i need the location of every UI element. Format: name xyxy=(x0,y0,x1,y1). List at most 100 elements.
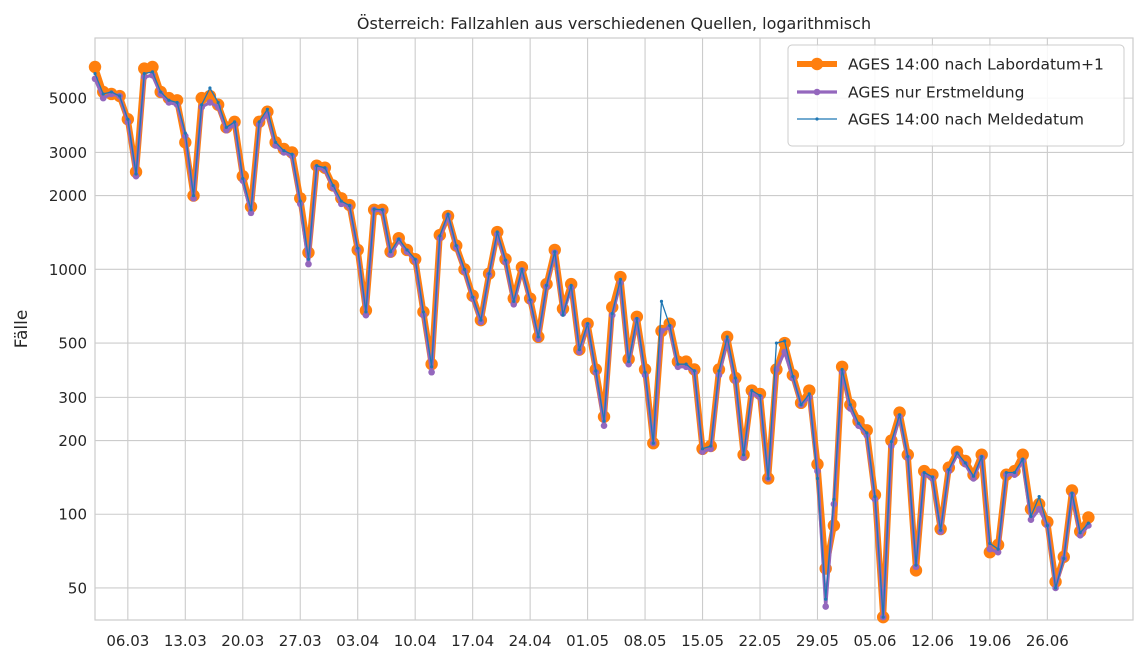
series-line xyxy=(94,71,1089,618)
data-point xyxy=(635,316,639,321)
data-point xyxy=(963,461,967,465)
legend-marker xyxy=(815,117,819,121)
data-point xyxy=(503,258,508,262)
y-tick-label: 100 xyxy=(58,506,87,524)
data-point xyxy=(331,183,335,188)
data-point xyxy=(479,318,483,322)
data-point xyxy=(305,260,312,268)
data-point xyxy=(824,597,828,601)
legend: AGES 14:00 nach Labordatum+1 AGES nur Ers… xyxy=(787,44,1125,147)
plot-frame xyxy=(94,37,1134,621)
data-point xyxy=(610,311,614,316)
data-point xyxy=(614,270,627,284)
chart-title: Österreich: Fallzahlen aus verschiedenen… xyxy=(357,14,871,33)
data-point xyxy=(159,90,163,94)
legend-marker xyxy=(813,88,821,96)
data-point xyxy=(758,394,762,398)
data-point xyxy=(912,563,920,571)
data-point xyxy=(241,176,245,181)
data-point xyxy=(814,467,821,475)
data-point xyxy=(668,323,672,328)
data-point xyxy=(684,362,688,366)
data-point xyxy=(709,444,713,448)
data-point xyxy=(206,99,214,106)
data-point xyxy=(994,548,1002,556)
data-point xyxy=(249,208,253,212)
data-point xyxy=(183,131,187,135)
data-point xyxy=(175,100,179,105)
data-point xyxy=(134,172,138,176)
data-point xyxy=(1085,522,1092,529)
data-point xyxy=(454,243,458,248)
data-point xyxy=(725,335,729,339)
data-point xyxy=(93,71,97,76)
data-point xyxy=(576,348,583,356)
y-tick-label: 300 xyxy=(58,389,87,407)
data-point xyxy=(930,475,935,479)
x-tick-label: 05.06 xyxy=(853,632,896,650)
data-point xyxy=(282,149,286,153)
y-tick-label: 1000 xyxy=(49,261,87,279)
y-tick-label: 500 xyxy=(58,335,87,353)
data-point xyxy=(627,359,631,364)
data-point xyxy=(167,98,171,102)
x-tick-label: 29.05 xyxy=(796,632,839,650)
data-point xyxy=(428,368,435,376)
data-point xyxy=(477,318,485,326)
data-point xyxy=(150,70,155,74)
data-point xyxy=(157,90,164,98)
data-point xyxy=(438,234,442,238)
data-point xyxy=(1062,556,1066,561)
data-point xyxy=(600,422,608,429)
data-point xyxy=(421,310,425,314)
data-point xyxy=(487,272,491,276)
data-point xyxy=(247,209,255,217)
data-point xyxy=(380,208,384,212)
data-point xyxy=(101,92,105,96)
y-tick-label: 5000 xyxy=(49,90,87,108)
data-point xyxy=(699,448,706,456)
data-point xyxy=(1004,470,1008,475)
data-point xyxy=(955,451,959,455)
data-point xyxy=(535,335,542,343)
data-point xyxy=(832,497,836,501)
data-point xyxy=(126,117,130,121)
data-point xyxy=(446,212,450,216)
data-point xyxy=(512,299,516,303)
data-point xyxy=(980,454,984,459)
data-point xyxy=(873,495,877,499)
series-layer xyxy=(88,60,1095,624)
data-point xyxy=(1027,516,1035,523)
data-point xyxy=(988,541,992,546)
data-point xyxy=(594,369,598,373)
data-point xyxy=(1070,491,1074,495)
data-point xyxy=(200,103,204,107)
data-point xyxy=(1078,531,1082,535)
data-point xyxy=(339,199,343,203)
data-point xyxy=(733,376,737,380)
data-point xyxy=(372,207,376,211)
data-point xyxy=(265,107,270,111)
data-point xyxy=(403,248,411,256)
x-tick-label: 08.05 xyxy=(624,632,667,650)
data-point xyxy=(1037,495,1041,499)
data-point xyxy=(1029,514,1033,518)
data-point xyxy=(1021,457,1025,461)
data-point xyxy=(822,603,829,610)
data-point xyxy=(922,470,926,475)
data-point xyxy=(586,322,590,326)
x-tick-label: 20.03 xyxy=(221,632,264,650)
data-point xyxy=(897,413,902,417)
series-3 xyxy=(93,70,1091,619)
data-point xyxy=(462,267,467,271)
data-point xyxy=(569,283,573,287)
x-tick-label: 26.06 xyxy=(1026,632,1069,650)
data-point xyxy=(118,94,122,98)
data-point xyxy=(848,403,852,407)
data-point xyxy=(674,363,682,371)
data-point xyxy=(561,313,565,317)
data-point xyxy=(315,164,319,168)
data-point xyxy=(676,362,680,366)
legend-label: AGES 14:00 nach Meldedatum xyxy=(848,111,1084,129)
